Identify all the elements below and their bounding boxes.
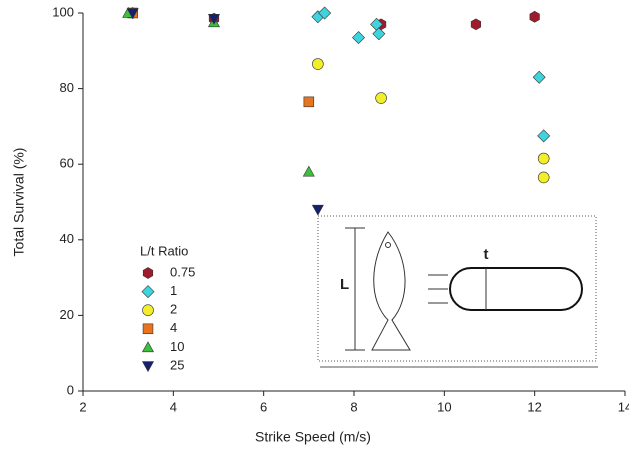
x-tick-label: 12: [527, 399, 541, 414]
x-tick-label: 4: [170, 399, 177, 414]
y-tick-label: 20: [60, 307, 74, 322]
data-point: [302, 165, 315, 177]
legend-label: 25: [170, 357, 184, 372]
data-point: [537, 152, 550, 165]
legend-label: 1: [170, 283, 177, 298]
data-point: [537, 171, 550, 184]
legend-label: 4: [170, 320, 177, 335]
x-tick-label: 8: [350, 399, 357, 414]
y-axis-label: Total Survival (%): [11, 148, 27, 257]
data-point: [537, 129, 551, 143]
x-tick-label: 6: [260, 399, 267, 414]
legend-marker: [142, 304, 154, 317]
x-tick-label: 14: [618, 399, 629, 414]
legend-marker: [141, 341, 155, 353]
legend-label: 10: [170, 339, 184, 354]
data-point: [375, 92, 387, 104]
y-tick-label: 100: [52, 4, 74, 19]
legend-marker: [142, 267, 154, 279]
data-point: [372, 27, 386, 41]
annotation: L: [340, 276, 349, 293]
inset-diagram: L t: [317, 215, 598, 368]
data-point: [312, 58, 324, 70]
y-tick-label: 0: [67, 382, 74, 397]
legend-marker: [141, 361, 155, 373]
data-point: [303, 96, 315, 108]
x-tick-label: 2: [79, 399, 86, 414]
data-point: [529, 10, 540, 23]
data-point: [126, 8, 139, 20]
annotation: t: [484, 246, 489, 263]
legend-label: 0.75: [170, 264, 195, 279]
legend-marker: [142, 323, 154, 335]
data-point: [318, 6, 332, 20]
data-point: [532, 70, 546, 84]
data-point: [311, 204, 324, 216]
x-tick-label: 10: [437, 399, 451, 414]
data-point: [352, 31, 365, 45]
data-point: [470, 18, 482, 31]
legend-label: 2: [170, 302, 177, 317]
x-axis-label: Strike Speed (m/s): [255, 429, 371, 445]
legend-title: L/t Ratio: [140, 243, 188, 258]
data-point: [207, 13, 220, 25]
y-tick-label: 60: [60, 156, 74, 171]
legend-marker: [141, 285, 155, 299]
y-tick-label: 80: [60, 80, 74, 95]
y-tick-label: 40: [60, 231, 74, 246]
